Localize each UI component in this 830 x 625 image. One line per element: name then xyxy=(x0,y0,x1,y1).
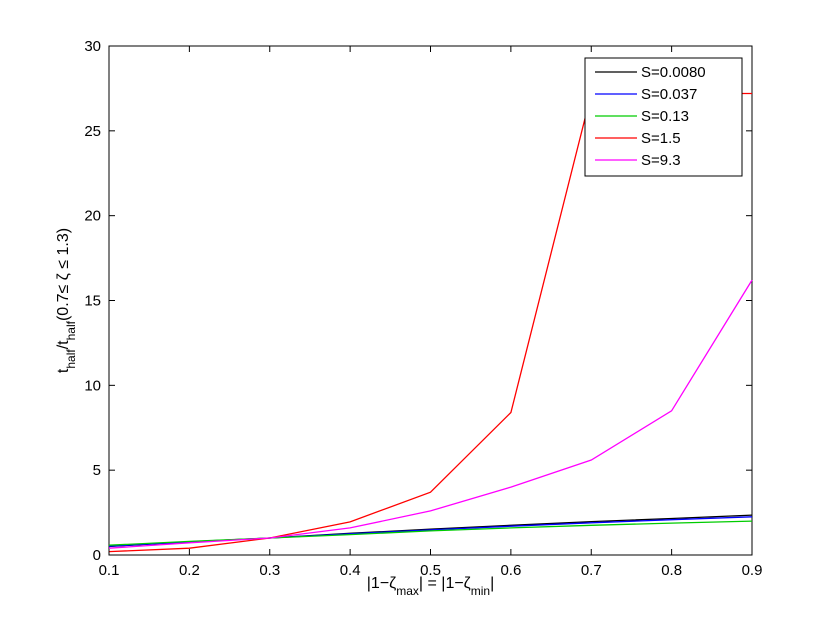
x-tick-label: 0.1 xyxy=(99,562,120,579)
x-tick-label: 0.4 xyxy=(340,562,361,579)
y-tick-label: 20 xyxy=(84,208,101,225)
x-axis-label: |1−ζmax| = |1−ζmin| xyxy=(367,575,494,598)
series-line-3 xyxy=(108,520,753,546)
y-tick-label: 5 xyxy=(93,462,101,479)
y-tick-label: 30 xyxy=(84,38,101,55)
y-tick-label: 10 xyxy=(84,377,101,394)
x-tick-label: 0.2 xyxy=(179,562,200,579)
legend-label: S=0.13 xyxy=(641,108,689,125)
x-tick-label: 0.5 xyxy=(420,562,441,579)
legend-label: S=1.5 xyxy=(641,130,681,147)
y-tick-label: 25 xyxy=(84,123,101,140)
legend-label: S=0.0080 xyxy=(641,64,706,81)
legend-label: S=9.3 xyxy=(641,152,681,169)
series-layer xyxy=(108,92,753,553)
legend-box xyxy=(584,57,743,177)
x-tick-label: 0.6 xyxy=(500,562,521,579)
x-tick-label: 0.7 xyxy=(581,562,602,579)
x-tick-label: 0.8 xyxy=(661,562,682,579)
y-axis-label: thalf/thalf(0.7≤ ζ ≤ 1.3) xyxy=(55,228,78,373)
x-tick-label: 0.9 xyxy=(742,562,763,579)
ticks-layer: 0.1 0.2 0.3 0.4 0.5 0.6 0.7 0.8 0.9 0 5 10 15 20 25 30 xyxy=(84,38,762,579)
y-tick-label: 15 xyxy=(84,293,101,310)
series-line-5 xyxy=(108,279,753,549)
y-tick-label: 0 xyxy=(93,547,101,564)
legend: S=0.0080 S=0.037 S=0.13 S=1.5 S=9.3 xyxy=(584,57,743,177)
legend-label: S=0.037 xyxy=(641,86,697,103)
x-tick-label: 0.3 xyxy=(259,562,280,579)
